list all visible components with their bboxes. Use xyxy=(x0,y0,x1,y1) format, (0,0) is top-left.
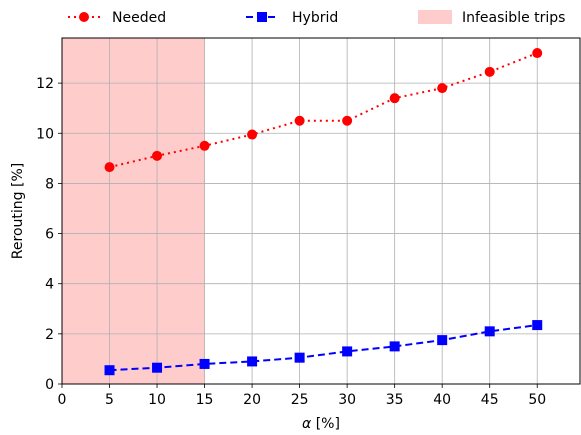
x-tick-label: 5 xyxy=(105,392,114,408)
y-tick-label: 8 xyxy=(45,176,54,192)
series-1-point xyxy=(389,341,400,352)
series-1-point xyxy=(484,326,495,337)
legend-item-needed: Needed xyxy=(68,10,166,26)
x-axis-symbol: α xyxy=(302,416,312,432)
legend-item-hybrid: Hybrid xyxy=(246,10,338,26)
series-layer xyxy=(104,48,543,376)
series-0-point xyxy=(294,115,305,126)
series-0-point xyxy=(532,48,543,59)
x-axis-unit: [%] xyxy=(311,416,340,432)
series-0-point xyxy=(104,162,115,173)
x-tick-label: 0 xyxy=(58,392,67,408)
y-tick-label: 10 xyxy=(36,126,54,142)
series-1-point xyxy=(152,362,163,373)
x-tick-label: 35 xyxy=(386,392,404,408)
plot-frame xyxy=(61,37,581,385)
series-1-point xyxy=(104,365,115,376)
legend-hybrid-label: Hybrid xyxy=(292,10,338,26)
x-tick-label: 15 xyxy=(196,392,214,408)
series-1-point xyxy=(532,320,543,331)
y-tick-label: 2 xyxy=(45,327,54,343)
series-0-line xyxy=(109,52,538,169)
infeasible-region xyxy=(62,38,205,384)
series-0-point xyxy=(199,140,210,151)
series-0-point xyxy=(389,93,400,104)
legend-infeasible-patch xyxy=(418,10,452,24)
series-0-point xyxy=(152,150,163,161)
y-tick-label: 12 xyxy=(36,76,54,92)
y-tick-label: 0 xyxy=(45,377,54,393)
x-tick-label: 25 xyxy=(291,392,309,408)
x-tick-label: 20 xyxy=(243,392,261,408)
series-1-point xyxy=(342,346,353,357)
x-axis-label: α [%] xyxy=(302,416,340,432)
series-0-point xyxy=(342,115,353,126)
tick-layer: 0 5 10 15 20 25 30 35 40 45 50 0 2 4 6 8 10 12 xyxy=(36,76,546,408)
series-0-point xyxy=(247,129,258,140)
x-tick-label: 50 xyxy=(528,392,546,408)
series-1-point xyxy=(199,358,210,369)
y-axis-label: Rerouting [%] xyxy=(10,163,26,259)
legend: Needed Hybrid Infeasible trips xyxy=(68,10,565,26)
legend-infeasible-label: Infeasible trips xyxy=(462,10,565,26)
x-tick-label: 40 xyxy=(433,392,451,408)
series-1-point xyxy=(294,352,305,363)
series-1-point xyxy=(437,335,448,346)
y-tick-label: 6 xyxy=(45,227,54,243)
legend-hybrid-marker xyxy=(257,12,267,22)
y-tick-label: 4 xyxy=(45,277,54,293)
shaded-region-layer xyxy=(62,38,205,384)
legend-needed-label: Needed xyxy=(112,10,166,26)
legend-item-infeasible: Infeasible trips xyxy=(418,10,565,26)
x-tick-label: 45 xyxy=(481,392,499,408)
legend-needed-marker xyxy=(79,12,89,22)
series-1-line xyxy=(109,324,538,372)
x-tick-label: 10 xyxy=(148,392,166,408)
series-0-point xyxy=(437,83,448,94)
series-0-point xyxy=(484,66,495,77)
series-1-point xyxy=(247,356,258,367)
x-tick-label: 30 xyxy=(338,392,356,408)
